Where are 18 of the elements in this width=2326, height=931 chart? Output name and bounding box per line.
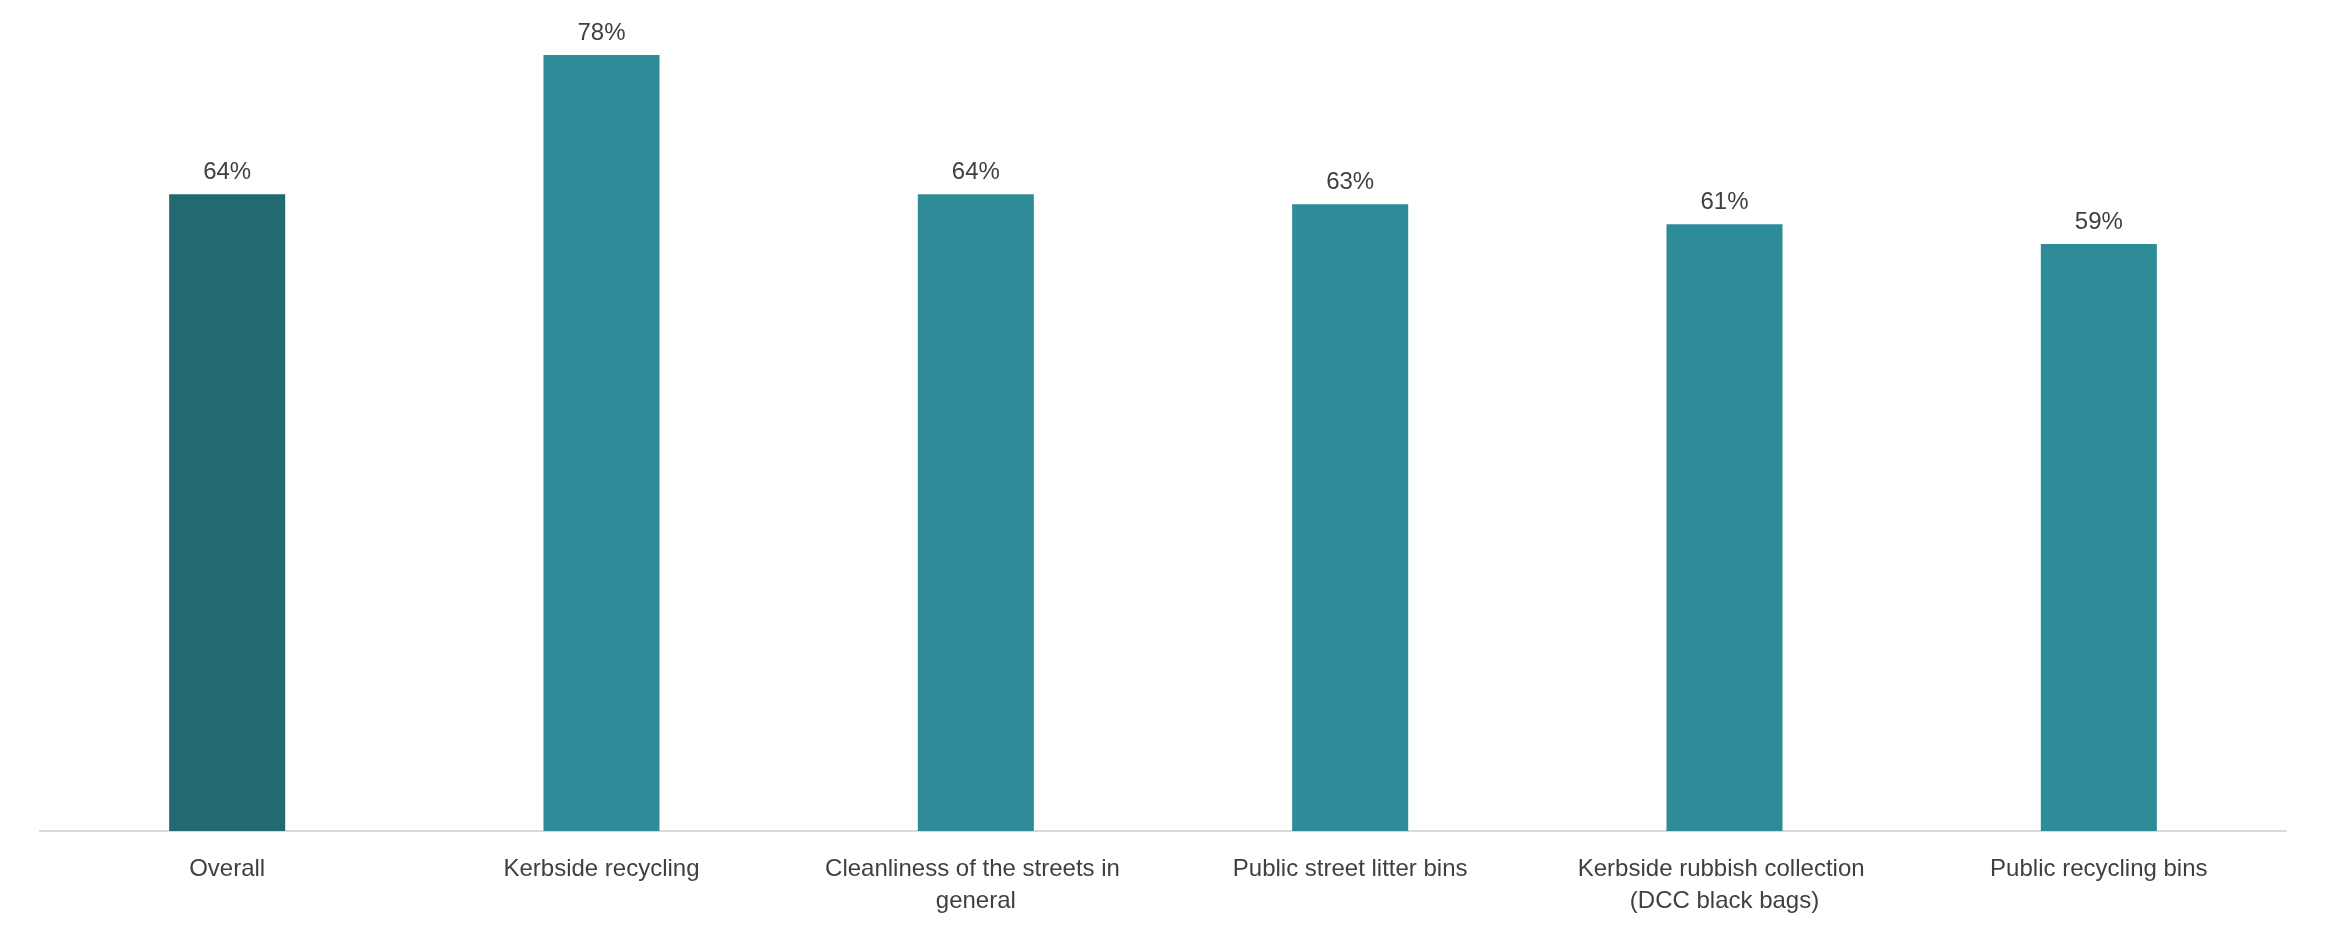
bar	[2040, 244, 2157, 831]
x-tick-label: Public street litter bins	[1232, 853, 1468, 881]
bar	[1292, 204, 1409, 831]
data-label: 64%	[203, 156, 252, 184]
x-tick-label: Kerbside rubbish collection (DCC black bags)	[1577, 853, 1872, 913]
x-tick-label: Kerbside recycling	[503, 853, 700, 881]
bar	[169, 194, 286, 831]
data-label: 64%	[951, 156, 1000, 184]
x-tick-label: Public recycling bins	[1990, 853, 2208, 881]
bar	[1666, 224, 1783, 831]
bar	[543, 55, 660, 831]
data-label: 59%	[2074, 206, 2123, 234]
data-label: 61%	[1700, 186, 1749, 214]
bar	[917, 194, 1034, 831]
data-label: 78%	[577, 17, 626, 45]
x-tick-label: Cleanliness of the streets in general	[825, 853, 1127, 913]
x-tick-label: Overall	[189, 853, 266, 881]
data-label: 63%	[1326, 166, 1375, 194]
